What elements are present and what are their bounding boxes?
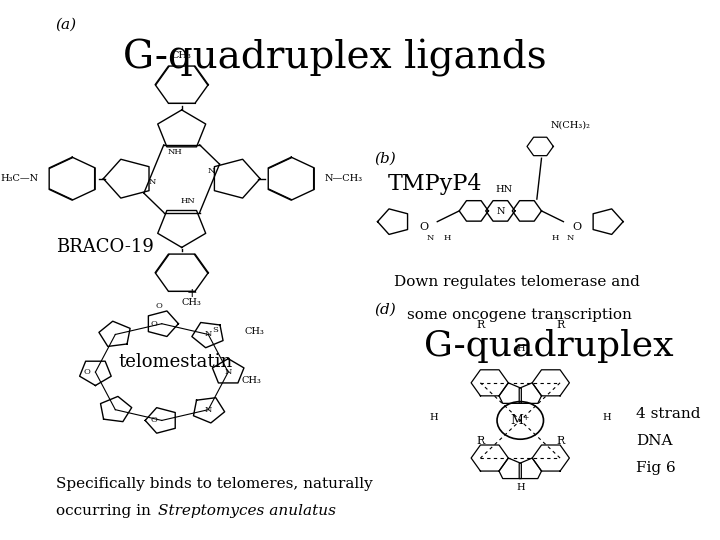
Text: G-quadruplex: G-quadruplex xyxy=(424,329,674,363)
Text: N—CH₃: N—CH₃ xyxy=(325,174,363,183)
Text: Streptomyces anulatus: Streptomyces anulatus xyxy=(158,504,336,518)
Text: DNA: DNA xyxy=(636,434,673,448)
Text: S: S xyxy=(212,326,218,334)
Text: H₃C—N: H₃C—N xyxy=(1,174,39,183)
Text: (a): (a) xyxy=(55,17,77,31)
Text: O: O xyxy=(155,302,162,309)
Text: (b): (b) xyxy=(374,152,396,166)
Text: occurring in: occurring in xyxy=(55,504,156,518)
Text: (d): (d) xyxy=(374,302,396,316)
Text: O: O xyxy=(84,368,91,376)
Text: CH₃: CH₃ xyxy=(181,298,202,307)
Text: Down regulates telomerase and: Down regulates telomerase and xyxy=(394,275,640,289)
Text: O: O xyxy=(150,416,157,424)
Text: CH₃: CH₃ xyxy=(245,327,265,336)
Text: N: N xyxy=(225,368,232,376)
Text: H: H xyxy=(516,343,525,353)
Text: CH₃: CH₃ xyxy=(241,376,261,385)
Text: R: R xyxy=(477,436,485,446)
Text: N: N xyxy=(148,178,156,186)
Text: N: N xyxy=(567,234,574,242)
Text: N(CH₃)₂: N(CH₃)₂ xyxy=(550,120,590,130)
Text: BRACO-19: BRACO-19 xyxy=(55,238,153,256)
Text: M⁺: M⁺ xyxy=(510,414,530,427)
Text: CH₃: CH₃ xyxy=(172,51,192,60)
Text: N: N xyxy=(427,234,434,242)
Text: R: R xyxy=(556,320,564,330)
Text: +: + xyxy=(186,287,197,300)
Text: HN: HN xyxy=(181,197,196,205)
Text: H: H xyxy=(430,414,438,422)
Text: Specifically binds to telomeres, naturally: Specifically binds to telomeres, natural… xyxy=(55,477,372,491)
Text: NH: NH xyxy=(168,148,182,157)
Text: N: N xyxy=(208,167,215,176)
Text: H: H xyxy=(444,234,451,242)
Text: H: H xyxy=(602,414,611,422)
Text: HN: HN xyxy=(495,185,512,194)
Text: telomestatin: telomestatin xyxy=(119,353,233,372)
Text: H: H xyxy=(516,483,525,492)
Text: N: N xyxy=(204,406,212,414)
Text: O: O xyxy=(572,222,581,232)
Text: 4 strand: 4 strand xyxy=(636,407,701,421)
Text: Fig 6: Fig 6 xyxy=(636,461,676,475)
Text: H: H xyxy=(552,234,559,242)
Text: O: O xyxy=(420,222,428,232)
Text: some oncogene transcription: some oncogene transcription xyxy=(408,308,632,322)
Text: N: N xyxy=(496,207,505,215)
Text: G-quadruplex ligands: G-quadruplex ligands xyxy=(122,39,546,77)
Text: O: O xyxy=(150,320,157,328)
Text: N: N xyxy=(204,330,212,339)
Text: R: R xyxy=(477,320,485,330)
Text: R: R xyxy=(556,436,564,446)
Text: TMPyP4: TMPyP4 xyxy=(387,173,482,195)
